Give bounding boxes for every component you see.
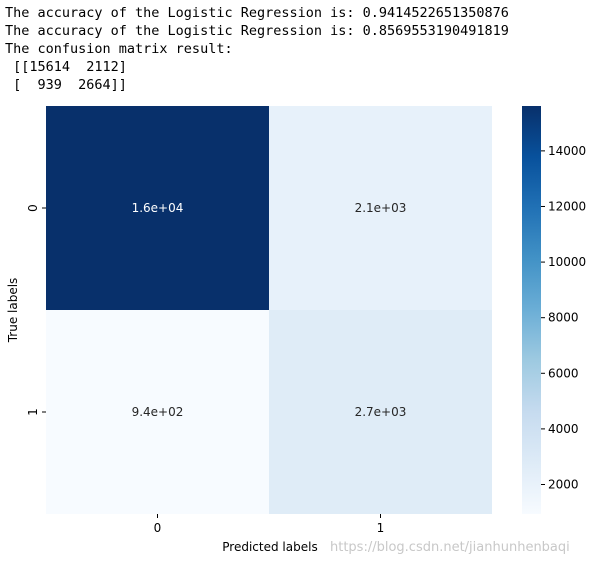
heatmap-cell-1-1	[269, 310, 492, 514]
cell-annotation-0-0: 1.6e+04	[132, 201, 184, 215]
heatmap-cell-0-1	[269, 106, 492, 310]
cell-annotation-1-1: 2.7e+03	[355, 405, 407, 419]
heatmap-cells	[46, 106, 492, 514]
x-tick-label-1: 1	[377, 521, 385, 535]
colorbar-tick-label-5: 12000	[548, 199, 586, 213]
heatmap-cell-1-0	[46, 310, 269, 514]
y-tick-label-1: 1	[26, 408, 40, 416]
heatmap-cell-0-0	[46, 106, 269, 310]
cell-annotation-0-1: 2.1e+03	[355, 201, 407, 215]
console-line-matrix-row-0: [[15614 2112]	[5, 59, 127, 75]
x-axis-label: Predicted labels	[222, 540, 317, 554]
console-line-accuracy-2: The accuracy of the Logistic Regression …	[5, 23, 509, 39]
colorbar-tick-label-4: 10000	[548, 255, 586, 269]
cell-annotation-1-0: 9.4e+02	[132, 405, 184, 419]
colorbar-tick-label-2: 6000	[548, 366, 579, 380]
console-line-accuracy-1: The accuracy of the Logistic Regression …	[5, 5, 509, 21]
x-tick-label-0: 0	[154, 521, 162, 535]
console-output: The accuracy of the Logistic Regression …	[5, 4, 509, 94]
y-axis-label: True labels	[6, 278, 20, 344]
colorbar	[522, 106, 541, 514]
y-axis: 01	[26, 204, 46, 416]
console-line-matrix-row-1: [ 939 2664]]	[5, 77, 127, 93]
watermark-text: https://blog.csdn.net/jianhunhenbaqi	[330, 540, 570, 555]
colorbar-tick-label-6: 14000	[548, 144, 586, 158]
colorbar-tick-label-0: 2000	[548, 478, 579, 492]
console-line-matrix-title: The confusion matrix result:	[5, 41, 233, 57]
y-tick-label-0: 0	[26, 204, 40, 212]
colorbar-tick-label-3: 8000	[548, 311, 579, 325]
colorbar-tick-label-1: 4000	[548, 422, 579, 436]
colorbar-ticks: 2000 4000 6000 8000 10000 12000 14000	[541, 144, 586, 492]
heatmap-annotations: 1.6e+04 2.1e+03 9.4e+02 2.7e+03	[132, 201, 407, 419]
